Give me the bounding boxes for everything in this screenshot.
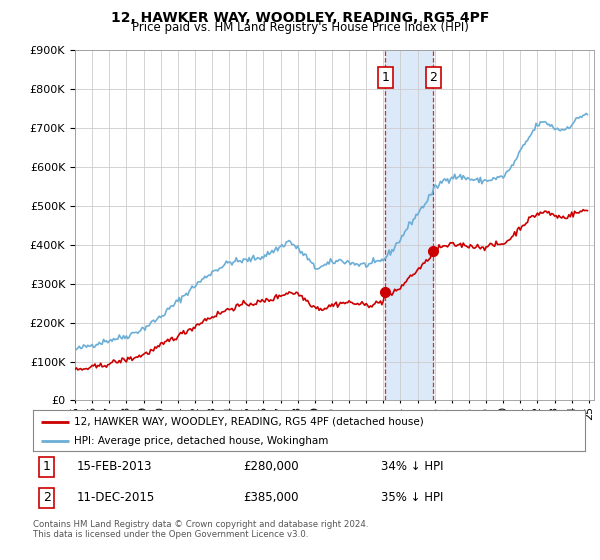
Text: HPI: Average price, detached house, Wokingham: HPI: Average price, detached house, Woki… [74,436,329,446]
Text: 35% ↓ HPI: 35% ↓ HPI [381,491,443,504]
Text: Price paid vs. HM Land Registry's House Price Index (HPI): Price paid vs. HM Land Registry's House … [131,21,469,34]
Text: 12, HAWKER WAY, WOODLEY, READING, RG5 4PF: 12, HAWKER WAY, WOODLEY, READING, RG5 4P… [111,11,489,25]
Text: Contains HM Land Registry data © Crown copyright and database right 2024.
This d: Contains HM Land Registry data © Crown c… [33,520,368,539]
Text: 34% ↓ HPI: 34% ↓ HPI [381,460,443,473]
Text: £385,000: £385,000 [243,491,298,504]
Bar [385,50,433,400]
Text: 1: 1 [382,71,389,84]
Text: 1: 1 [43,460,51,473]
Text: 2: 2 [430,71,437,84]
Text: 12, HAWKER WAY, WOODLEY, READING, RG5 4PF (detached house): 12, HAWKER WAY, WOODLEY, READING, RG5 4P… [74,417,424,427]
Text: £280,000: £280,000 [243,460,298,473]
Text: 2: 2 [43,491,51,504]
Text: 15-FEB-2013: 15-FEB-2013 [77,460,152,473]
Text: 11-DEC-2015: 11-DEC-2015 [77,491,155,504]
